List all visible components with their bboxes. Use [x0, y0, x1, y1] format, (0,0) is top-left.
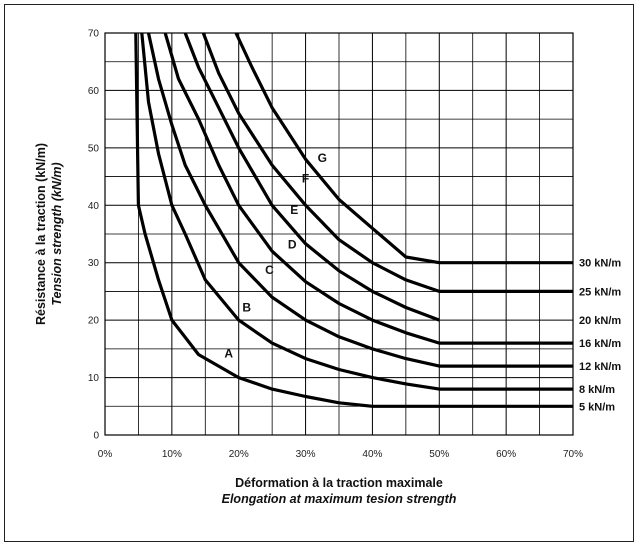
chart: 0% 10% 20% 30% 40% 50% 60% 70% 0 10 20 30 40 50 60 70 A…	[34, 29, 621, 507]
end-labels: 5 kN/m 8 kN/m 12 kN/m 16 kN/m 20 kN/m 25 kN/m…	[579, 258, 621, 414]
y-tick-label: 10	[88, 373, 100, 384]
x-tick-label: 30%	[296, 449, 316, 460]
y-tick-label: 50	[88, 143, 100, 154]
series-line-c	[146, 32, 573, 368]
x-tick-label: 20%	[229, 449, 249, 460]
end-label-e: 20 kN/m	[579, 315, 621, 327]
curve-label-c: C	[265, 263, 274, 277]
curve-label-e: E	[290, 203, 298, 217]
series-line-a	[134, 32, 573, 408]
curve-label-f: F	[302, 171, 309, 185]
y-tick-label: 60	[88, 86, 100, 97]
series-line-g	[234, 32, 573, 265]
series-line-b	[140, 32, 573, 391]
curve-label-b: B	[242, 301, 251, 315]
curve-label-d: D	[288, 237, 297, 251]
y-tick-label: 30	[88, 258, 100, 269]
curve-label-a: A	[224, 346, 233, 360]
end-label-a: 5 kN/m	[579, 401, 615, 413]
end-label-f: 25 kN/m	[579, 286, 621, 298]
x-tick-label: 10%	[162, 449, 182, 460]
y-tick-label: 0	[93, 431, 99, 442]
y-axis-title-english: Tension strength (kN/m)	[50, 162, 64, 305]
x-axis-title: Déformation à la traction maximale	[235, 476, 443, 490]
x-tick-label: 0%	[98, 449, 113, 460]
tick-labels: 0% 10% 20% 30% 40% 50% 60% 70% 0 10 20 30 40 50 60 70	[88, 29, 583, 461]
x-axis-title-english: Elongation at maximum tesion strength	[222, 492, 457, 506]
grid	[104, 32, 574, 436]
x-tick-label: 40%	[362, 449, 382, 460]
y-tick-label: 70	[88, 29, 100, 40]
x-tick-label: 50%	[429, 449, 449, 460]
y-tick-label: 40	[88, 201, 100, 212]
chart-frame: 0% 10% 20% 30% 40% 50% 60% 70% 0 10 20 30 40 50 60 70 A…	[4, 4, 634, 542]
end-label-g: 30 kN/m	[579, 258, 621, 270]
series-line-e	[183, 32, 440, 322]
end-label-c: 12 kN/m	[579, 361, 621, 373]
y-axis-title: Résistance à la traction (kN/m)	[34, 143, 48, 325]
x-tick-label: 70%	[563, 449, 583, 460]
series-lines	[134, 32, 573, 408]
series-line-d	[163, 32, 573, 345]
series-line-f	[201, 32, 573, 293]
curve-labels: A B CD E FG	[224, 151, 327, 360]
plot-border	[104, 32, 574, 436]
end-label-d: 16 kN/m	[579, 338, 621, 350]
curve-label-g: G	[318, 151, 327, 165]
y-tick-label: 20	[88, 316, 100, 327]
end-label-b: 8 kN/m	[579, 384, 615, 396]
x-tick-label: 60%	[496, 449, 516, 460]
